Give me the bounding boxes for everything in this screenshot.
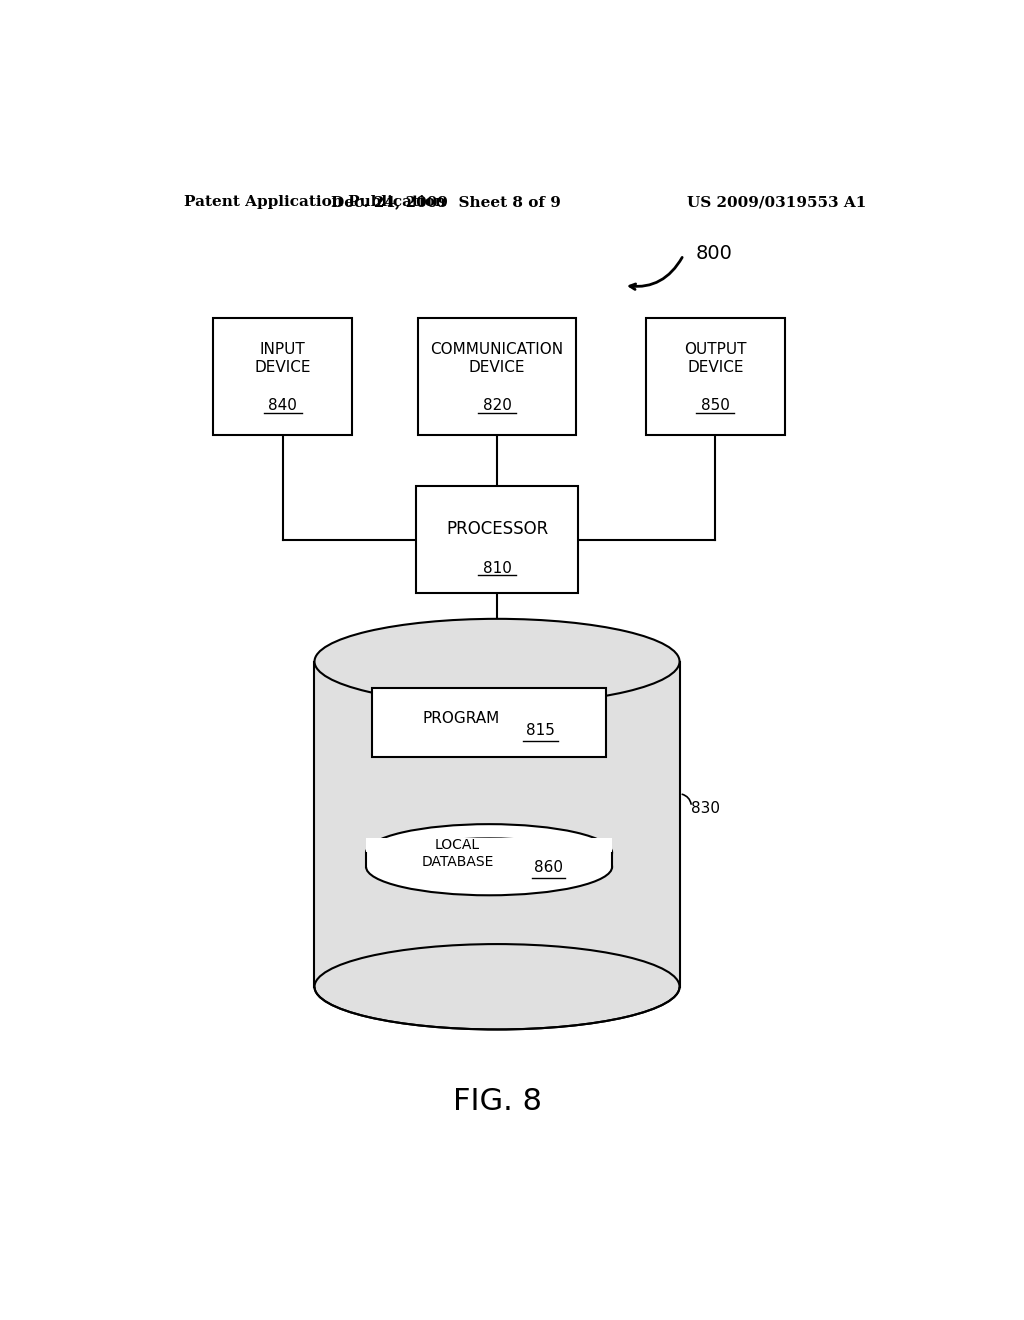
- Text: FIG. 8: FIG. 8: [453, 1088, 542, 1117]
- Text: 815: 815: [526, 723, 555, 738]
- Text: 860: 860: [535, 861, 563, 875]
- Text: COMMUNICATION
DEVICE: COMMUNICATION DEVICE: [430, 342, 563, 375]
- Ellipse shape: [314, 619, 680, 704]
- Text: US 2009/0319553 A1: US 2009/0319553 A1: [687, 195, 866, 209]
- Text: 840: 840: [268, 397, 297, 413]
- Ellipse shape: [314, 944, 680, 1030]
- Text: 830: 830: [691, 801, 721, 816]
- Text: 820: 820: [482, 397, 511, 413]
- Text: INPUT
DEVICE: INPUT DEVICE: [255, 342, 311, 375]
- Text: 810: 810: [482, 561, 511, 576]
- Bar: [372, 688, 606, 758]
- Text: Patent Application Publication: Patent Application Publication: [183, 195, 445, 209]
- Bar: [367, 838, 612, 867]
- Bar: [367, 853, 612, 867]
- Bar: [418, 318, 577, 436]
- Text: 800: 800: [695, 244, 732, 264]
- Ellipse shape: [367, 824, 612, 880]
- Text: Dec. 24, 2009  Sheet 8 of 9: Dec. 24, 2009 Sheet 8 of 9: [331, 195, 560, 209]
- Text: 850: 850: [700, 397, 730, 413]
- Ellipse shape: [367, 838, 612, 895]
- Text: PROCESSOR: PROCESSOR: [445, 520, 548, 539]
- Text: OUTPUT
DEVICE: OUTPUT DEVICE: [684, 342, 746, 375]
- Bar: [646, 318, 784, 436]
- Text: LOCAL
DATABASE: LOCAL DATABASE: [421, 838, 494, 870]
- Bar: [213, 318, 352, 436]
- Text: PROGRAM: PROGRAM: [423, 711, 500, 726]
- Bar: [314, 661, 680, 987]
- Bar: [416, 486, 579, 593]
